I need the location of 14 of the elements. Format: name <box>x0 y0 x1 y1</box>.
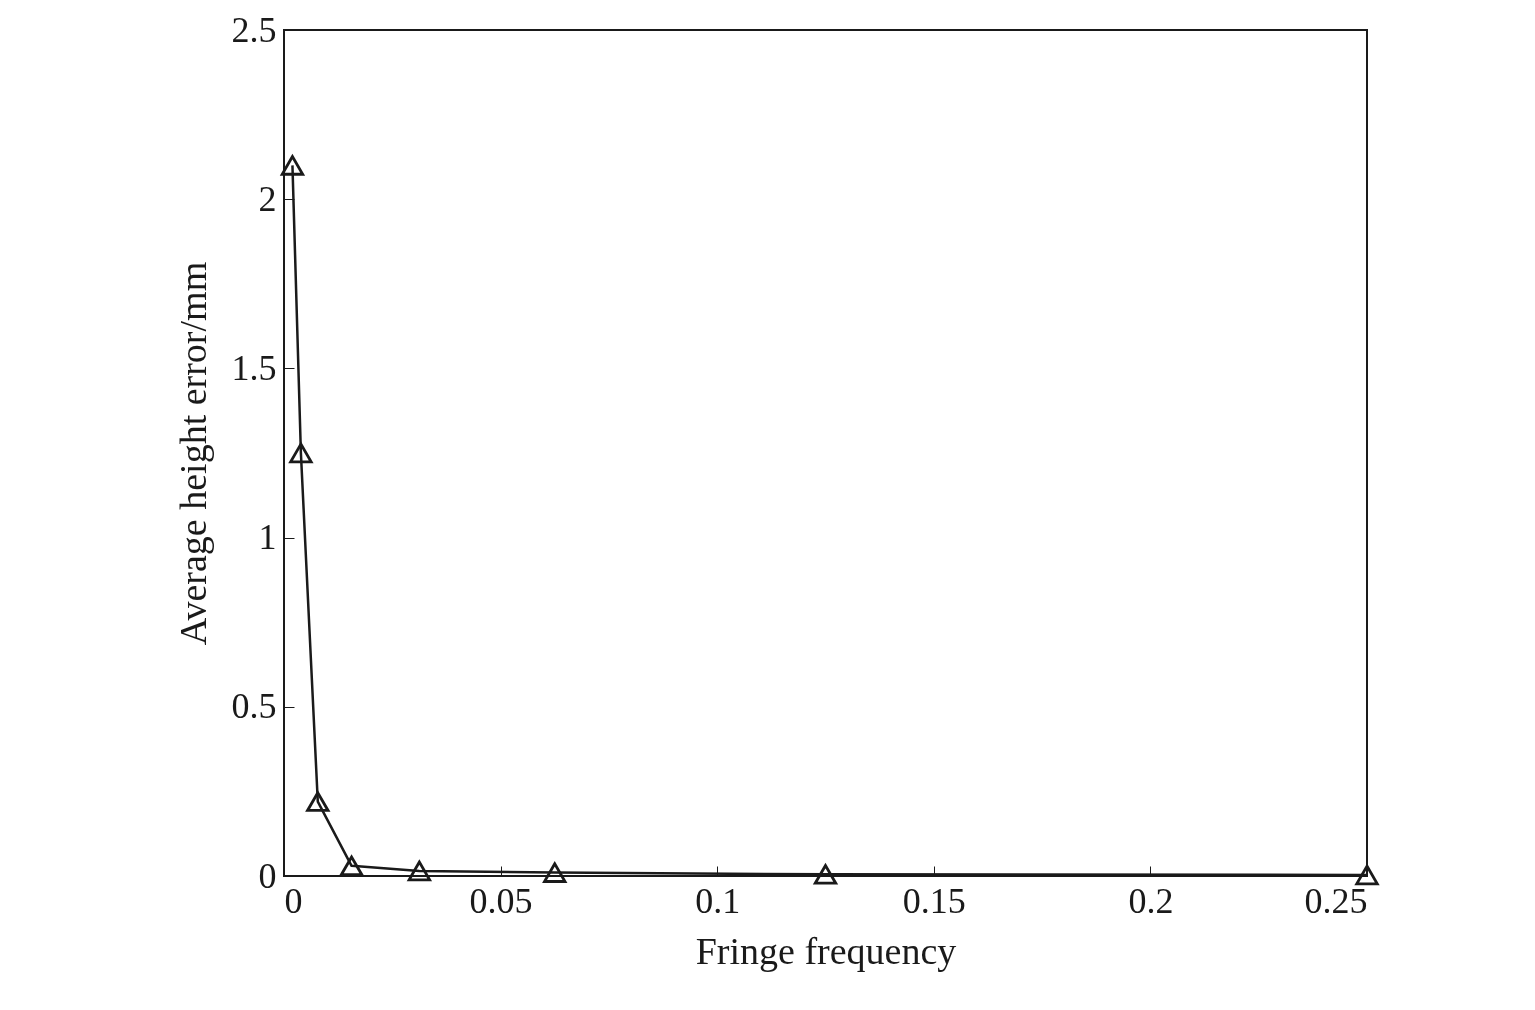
y-tick-label: 1.5 <box>231 347 277 388</box>
x-tick-label: 0 <box>284 880 303 921</box>
x-tick-label: 0.25 <box>1304 880 1368 921</box>
x-tick-label: 0.05 <box>469 880 533 921</box>
x-tick-label: 0.1 <box>695 880 741 921</box>
x-tick-label: 0.15 <box>902 880 966 921</box>
x-axis-title: Fringe frequency <box>695 929 957 972</box>
y-tick-label: 0.5 <box>231 686 277 727</box>
y-tick-label: 2.5 <box>231 9 277 50</box>
y-tick-label: 0 <box>258 855 277 896</box>
y-axis-title: Average height error/mm <box>171 261 214 646</box>
y-tick-label: 2 <box>258 178 277 219</box>
y-tick-label: 1 <box>258 517 277 558</box>
x-tick-label: 0.2 <box>1128 880 1174 921</box>
